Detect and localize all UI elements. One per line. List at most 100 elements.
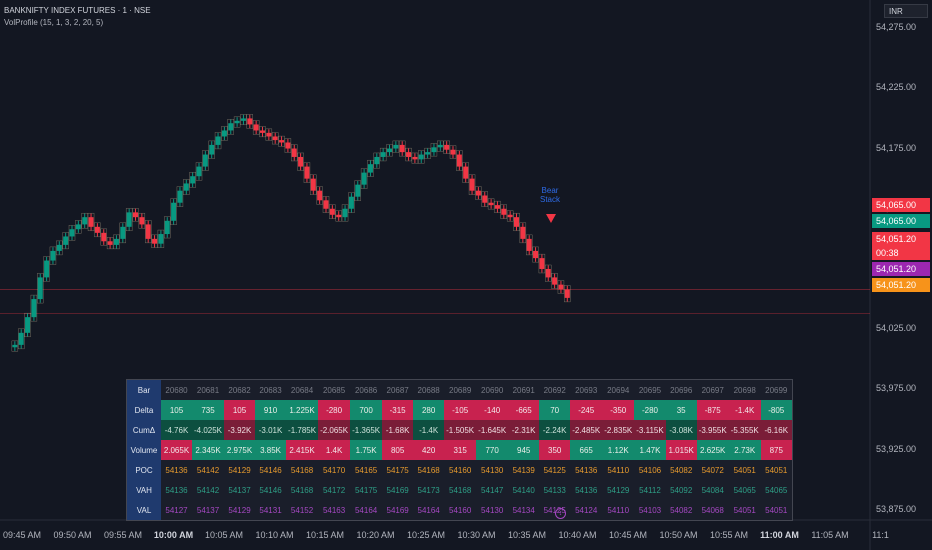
table-cell: -1.4K xyxy=(413,420,445,440)
value-area-box xyxy=(49,246,57,265)
table-cell: 1.12K xyxy=(602,440,635,460)
value-area-box xyxy=(411,152,419,164)
candle-body xyxy=(25,317,31,333)
candle-body xyxy=(437,144,443,148)
value-area-box xyxy=(443,140,450,154)
table-cell: 20699 xyxy=(765,385,788,395)
candle-body xyxy=(380,152,386,157)
candle-body xyxy=(406,152,412,157)
table-cell: 1.015K xyxy=(665,440,697,460)
table-cell: 735 xyxy=(192,400,225,420)
table-cell: 20697 xyxy=(701,385,724,395)
value-area-box xyxy=(316,186,323,205)
value-area-box xyxy=(354,180,361,201)
currency-button[interactable]: INR xyxy=(884,4,928,18)
table-cell: -3.01K xyxy=(255,420,287,440)
table-cell: 875 xyxy=(760,440,792,460)
value-area-box xyxy=(62,232,69,250)
table-cell: 20682 xyxy=(228,385,251,395)
value-area-box xyxy=(87,212,95,232)
value-area-box xyxy=(30,294,38,322)
table-cell: 20690 xyxy=(481,385,504,395)
value-area-box xyxy=(208,140,215,159)
value-area-box xyxy=(538,253,546,274)
table-cell: 54168 xyxy=(449,485,472,495)
table-cell: 105 xyxy=(161,400,192,420)
price-tag: 54,051.20 xyxy=(872,262,930,276)
value-area-box xyxy=(125,208,133,232)
value-area-box xyxy=(551,273,558,289)
table-cell: -3.115K xyxy=(634,420,666,440)
value-area-box xyxy=(278,135,285,147)
candle-body xyxy=(260,130,265,133)
table-cell: 54137 xyxy=(228,485,251,495)
value-area-box xyxy=(151,234,158,248)
candle-body xyxy=(412,156,418,160)
candle-body xyxy=(120,226,126,239)
candle-body xyxy=(526,238,532,251)
candle-body xyxy=(164,220,170,235)
table-row: CumΔ -4.76K -4.025K -3.92K -3.01K -1.785K -2.0… xyxy=(127,420,792,440)
table-cell: 945 xyxy=(508,440,540,460)
value-area-box xyxy=(297,152,304,171)
table-cell: -3.955K xyxy=(696,420,729,440)
candle-body xyxy=(113,238,119,245)
candle-body xyxy=(31,299,37,318)
value-area-box xyxy=(310,174,317,195)
table-cell: -2.24K xyxy=(539,420,571,440)
table-cell: 54110 xyxy=(607,465,630,475)
candle-body xyxy=(418,154,424,160)
table-cell: 1.4K xyxy=(318,440,351,460)
value-area-box xyxy=(468,174,476,195)
candle-body xyxy=(56,244,62,251)
annotation-line2: Stack xyxy=(540,195,561,204)
candle-body xyxy=(63,236,69,245)
table-cell: -3.92K xyxy=(224,420,256,440)
table-cell: 54112 xyxy=(639,485,661,495)
candle-body xyxy=(342,208,348,218)
candle-body xyxy=(291,148,297,157)
table-cell: 700 xyxy=(350,400,383,420)
value-area-box xyxy=(557,280,565,294)
price-axis-label: 54,025.00 xyxy=(876,323,917,334)
price-tag: 54,051.20 xyxy=(872,232,930,246)
candle-body xyxy=(501,208,507,215)
candle-body xyxy=(209,144,215,155)
table-cell: 105 xyxy=(224,400,256,420)
candle-body xyxy=(177,190,183,203)
value-area-box xyxy=(405,147,412,162)
table-cell: -280 xyxy=(318,400,351,420)
value-area-box xyxy=(75,220,82,234)
time-axis-label: 11:05 AM xyxy=(811,530,849,540)
value-area-box xyxy=(144,220,152,244)
table-cell: 54168 xyxy=(290,485,314,495)
value-area-box xyxy=(360,168,368,189)
scroll-marker-icon[interactable]: ↕ xyxy=(555,508,566,519)
value-area-box xyxy=(373,152,380,169)
candle-body xyxy=(247,118,253,125)
price-tag: 54,065.00 xyxy=(872,198,930,212)
candle-body xyxy=(126,212,132,227)
candle-body xyxy=(514,217,519,227)
table-cell: -1.365K xyxy=(350,420,383,440)
table-cell: 54168 xyxy=(290,465,314,475)
table-cell: -1.4K xyxy=(728,400,761,420)
indicator-title[interactable]: VolProfile (15, 1, 3, 2, 20, 5) xyxy=(4,18,104,27)
candle-body xyxy=(387,148,392,153)
value-area-box xyxy=(564,285,571,303)
candle-body xyxy=(158,234,164,244)
table-cell: -1.645K xyxy=(476,420,509,440)
table-cell: -805 xyxy=(760,400,792,420)
table-cell: 54106 xyxy=(638,465,662,475)
table-cell: 54065 xyxy=(765,485,788,495)
value-area-box xyxy=(252,120,260,135)
table-cell: 54136 xyxy=(575,485,598,495)
candle-body xyxy=(355,184,361,197)
table-cell: 54160 xyxy=(449,505,472,515)
price-tag: 54,051.20 xyxy=(872,278,930,292)
candle-body xyxy=(133,212,138,218)
candle-body xyxy=(298,156,304,167)
candle-body xyxy=(107,241,113,245)
table-cell: 54131 xyxy=(259,505,282,515)
